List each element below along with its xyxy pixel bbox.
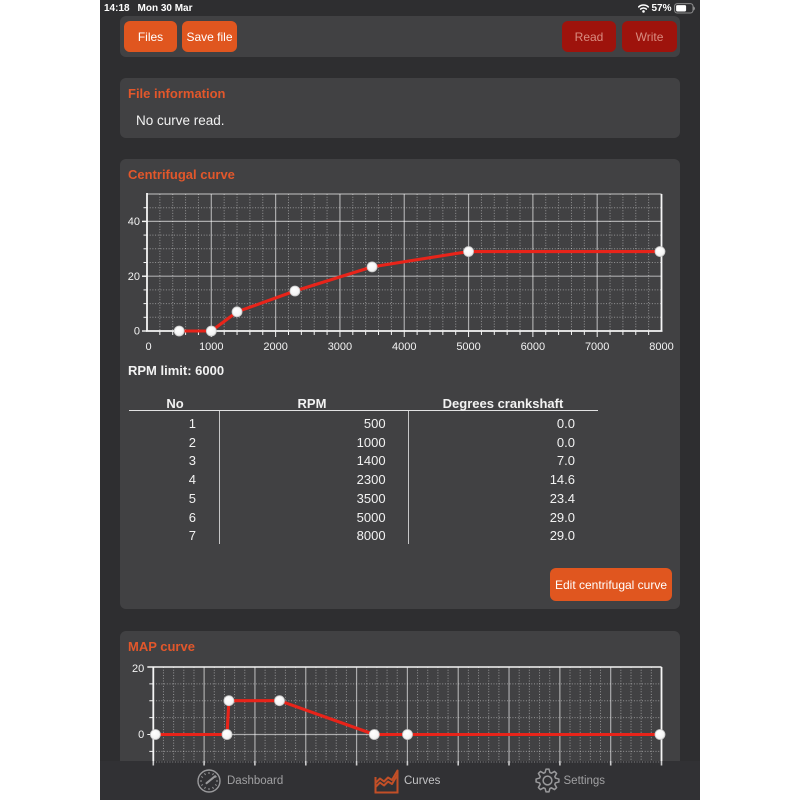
svg-text:40: 40 bbox=[128, 216, 140, 228]
svg-text:0: 0 bbox=[145, 341, 151, 353]
svg-text:6000: 6000 bbox=[521, 341, 545, 353]
svg-text:3000: 3000 bbox=[328, 341, 352, 353]
svg-text:2000: 2000 bbox=[263, 341, 287, 353]
svg-text:8000: 8000 bbox=[649, 341, 673, 353]
svg-text:7000: 7000 bbox=[585, 341, 609, 353]
svg-text:5000: 5000 bbox=[456, 341, 480, 353]
svg-text:20: 20 bbox=[132, 663, 144, 675]
svg-text:0: 0 bbox=[134, 326, 140, 338]
svg-text:4000: 4000 bbox=[392, 341, 416, 353]
svg-text:0: 0 bbox=[138, 729, 144, 741]
svg-text:1000: 1000 bbox=[199, 341, 223, 353]
svg-text:20: 20 bbox=[128, 271, 140, 283]
